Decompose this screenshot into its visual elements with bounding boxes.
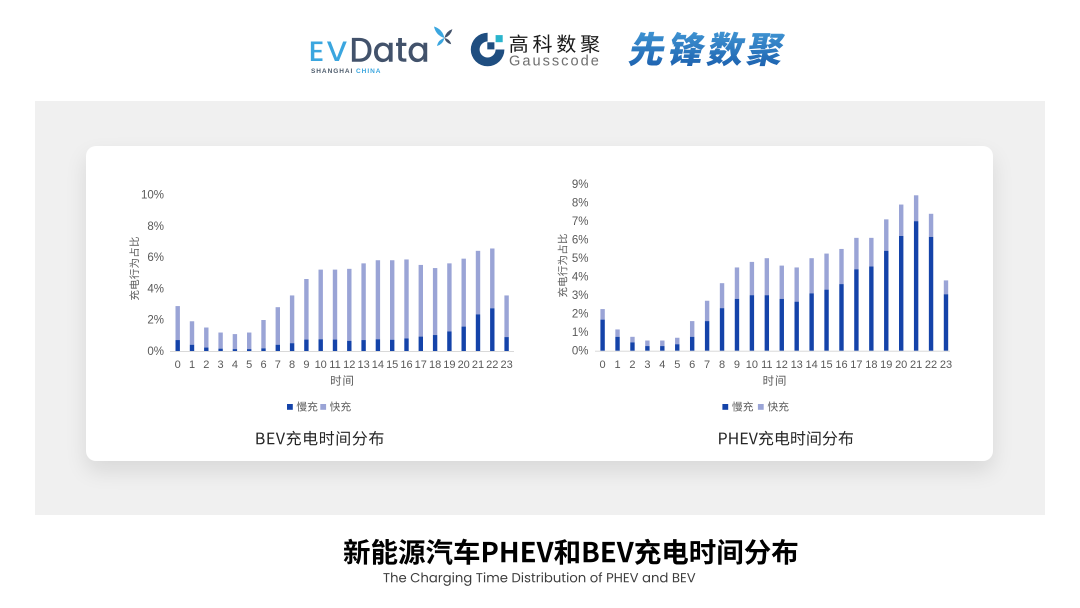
svg-text:14: 14 xyxy=(805,359,817,371)
svg-text:6: 6 xyxy=(689,359,695,371)
svg-text:9: 9 xyxy=(734,359,740,371)
svg-text:4: 4 xyxy=(232,359,238,371)
svg-text:4%: 4% xyxy=(147,283,164,295)
svg-text:Gausscode: Gausscode xyxy=(509,54,601,70)
svg-text:2%: 2% xyxy=(572,309,589,321)
svg-text:8: 8 xyxy=(719,359,725,371)
svg-text:16: 16 xyxy=(400,359,412,371)
svg-text:0: 0 xyxy=(175,359,181,371)
svg-text:15: 15 xyxy=(820,359,832,371)
svg-text:SHANGHAI CHINA: SHANGHAI CHINA xyxy=(311,68,381,75)
svg-text:1%: 1% xyxy=(572,327,589,339)
svg-text:15: 15 xyxy=(386,359,398,371)
svg-text:14: 14 xyxy=(372,359,384,371)
svg-text:3: 3 xyxy=(644,359,650,371)
svg-text:8%: 8% xyxy=(147,221,164,233)
svg-text:5: 5 xyxy=(246,359,252,371)
svg-text:1: 1 xyxy=(614,359,620,371)
svg-text:4%: 4% xyxy=(572,272,589,284)
svg-text:8%: 8% xyxy=(572,198,589,210)
svg-text:23: 23 xyxy=(500,359,512,371)
svg-text:18: 18 xyxy=(429,359,441,371)
svg-text:9: 9 xyxy=(303,359,309,371)
svg-text:13: 13 xyxy=(791,359,803,371)
svg-text:0%: 0% xyxy=(147,346,164,358)
svg-text:6%: 6% xyxy=(572,235,589,247)
svg-text:7%: 7% xyxy=(572,216,589,228)
svg-text:2: 2 xyxy=(203,359,209,371)
svg-text:7: 7 xyxy=(275,359,281,371)
svg-text:6: 6 xyxy=(260,359,266,371)
svg-text:23: 23 xyxy=(940,359,952,371)
svg-text:12: 12 xyxy=(343,359,355,371)
svg-text:10: 10 xyxy=(746,359,758,371)
svg-text:22: 22 xyxy=(925,359,937,371)
svg-text:19: 19 xyxy=(880,359,892,371)
svg-text:11: 11 xyxy=(761,359,772,371)
svg-text:6%: 6% xyxy=(147,252,164,264)
svg-text:4: 4 xyxy=(659,359,665,371)
svg-text:9%: 9% xyxy=(572,179,589,191)
svg-text:1: 1 xyxy=(189,359,195,371)
svg-text:21: 21 xyxy=(910,359,922,371)
svg-text:12: 12 xyxy=(776,359,788,371)
svg-text:5%: 5% xyxy=(572,253,589,265)
svg-text:22: 22 xyxy=(486,359,498,371)
svg-text:16: 16 xyxy=(835,359,847,371)
svg-text:2: 2 xyxy=(629,359,635,371)
svg-text:8: 8 xyxy=(289,359,295,371)
svg-text:3%: 3% xyxy=(572,290,589,302)
svg-text:18: 18 xyxy=(865,359,877,371)
svg-text:2%: 2% xyxy=(147,315,164,327)
svg-text:0: 0 xyxy=(600,359,606,371)
svg-text:10: 10 xyxy=(315,359,327,371)
svg-text:0%: 0% xyxy=(572,346,589,358)
svg-text:19: 19 xyxy=(443,359,455,371)
svg-text:10%: 10% xyxy=(141,190,164,202)
svg-text:17: 17 xyxy=(415,359,427,371)
svg-text:7: 7 xyxy=(704,359,710,371)
svg-text:11: 11 xyxy=(329,359,340,371)
svg-text:21: 21 xyxy=(472,359,484,371)
svg-text:20: 20 xyxy=(458,359,470,371)
svg-text:5: 5 xyxy=(674,359,680,371)
svg-text:13: 13 xyxy=(357,359,369,371)
svg-text:17: 17 xyxy=(850,359,862,371)
svg-text:3: 3 xyxy=(218,359,224,371)
svg-text:20: 20 xyxy=(895,359,907,371)
